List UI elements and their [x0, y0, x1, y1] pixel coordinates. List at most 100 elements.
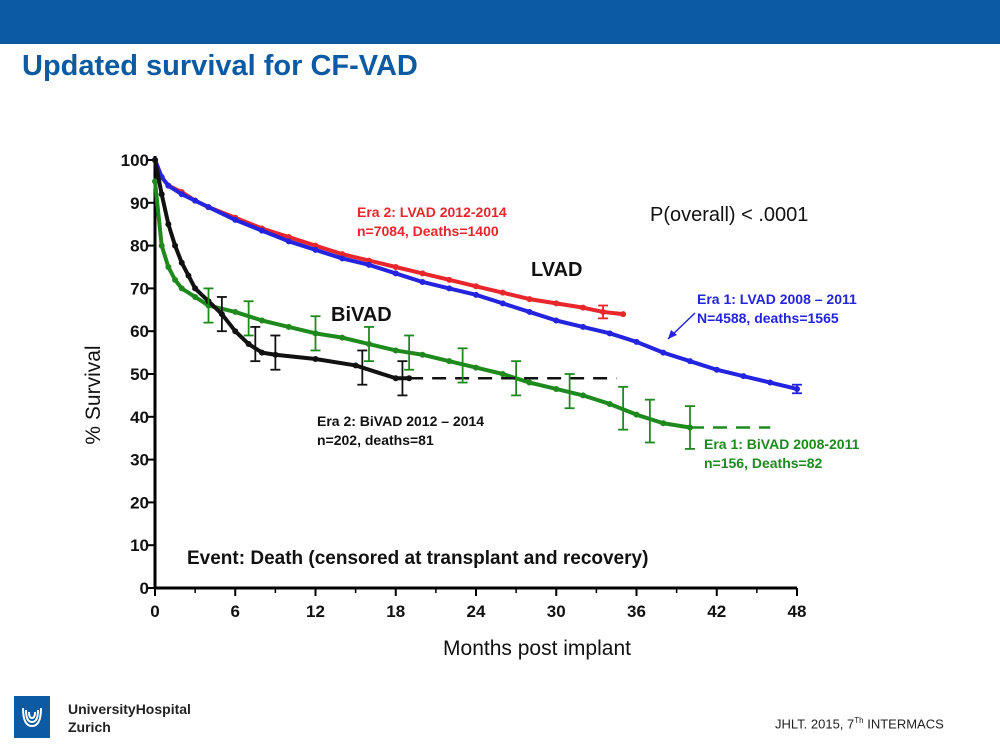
- y-tick-label: 100: [121, 151, 149, 170]
- series-point-3: [406, 375, 413, 382]
- series-point-2: [152, 178, 158, 185]
- series-point-0: [285, 234, 292, 241]
- logo-line1: UniversityHospital: [68, 701, 191, 717]
- citation-text: JHLT. 2015, 7: [775, 716, 855, 732]
- series-point-2: [660, 420, 667, 427]
- series-point-0: [419, 270, 426, 277]
- series-point-0: [446, 276, 453, 283]
- series-point-1: [178, 191, 185, 198]
- x-tick-label: 24: [467, 602, 486, 621]
- series-point-0: [312, 242, 319, 249]
- series-point-2: [446, 358, 453, 365]
- series-label-2: Era 1: BiVAD 2008-2011: [704, 436, 860, 452]
- series-point-1: [312, 246, 319, 253]
- series-point-0: [339, 251, 346, 258]
- series-point-2: [392, 347, 399, 354]
- series-point-0: [580, 304, 586, 311]
- series-point-0: [526, 296, 533, 303]
- y-tick-label: 60: [130, 322, 149, 341]
- x-tick-label: 36: [627, 602, 646, 621]
- series-point-2: [580, 392, 586, 399]
- x-tick-label: 18: [386, 602, 405, 621]
- series-point-3: [165, 221, 172, 228]
- y-tick-label: 40: [130, 408, 149, 427]
- university-hospital-logo-icon: [14, 696, 50, 738]
- series-point-2: [285, 323, 292, 330]
- series-point-2: [172, 276, 179, 283]
- series-point-2: [192, 293, 199, 300]
- series-point-2: [178, 285, 185, 292]
- series-point-1: [499, 300, 506, 307]
- series-label-1: Era 1: LVAD 2008 – 2011: [697, 291, 857, 307]
- survival-chart: 0 10 20 30 40 50 60 70 80 90 100 0 6 12 18 24 30 36 42 48 Mo…: [82, 151, 860, 660]
- series-point-3: [172, 242, 179, 249]
- y-axis-label: % Survival: [82, 345, 105, 444]
- series-point-3: [152, 157, 158, 163]
- series-point-0: [553, 300, 560, 307]
- series-point-1: [232, 216, 239, 223]
- y-tick-label: 70: [130, 279, 149, 298]
- series-point-2: [158, 242, 165, 249]
- y-tick-label: 80: [130, 237, 149, 256]
- series-point-2: [339, 334, 346, 341]
- series-label-0: Era 2: LVAD 2012-2014: [357, 204, 507, 220]
- series-point-0: [620, 311, 627, 318]
- logo-text: UniversityHospital Zurich: [68, 700, 191, 736]
- series-point-1: [553, 317, 560, 324]
- series-label-3: n=202, deaths=81: [317, 432, 434, 448]
- series-point-3: [392, 375, 399, 382]
- series-point-2: [606, 400, 613, 407]
- series-point-1: [526, 308, 533, 315]
- series-point-1: [165, 182, 172, 189]
- series-point-2: [633, 411, 640, 418]
- series-point-0: [366, 257, 372, 264]
- series-point-3: [185, 272, 192, 279]
- series-point-3: [178, 259, 185, 266]
- x-tick-label: 12: [306, 602, 325, 621]
- series-point-2: [553, 385, 560, 392]
- series-point-1: [606, 330, 613, 337]
- series-line-1: [153, 159, 798, 391]
- series-point-1: [419, 278, 426, 285]
- y-tick-label: 10: [130, 536, 149, 555]
- series-point-1: [740, 373, 747, 380]
- lvad-group-label: LVAD: [531, 259, 582, 281]
- series-point-2: [259, 317, 265, 324]
- x-axis-label: Months post implant: [443, 637, 631, 660]
- series-point-2: [232, 308, 239, 315]
- logo-line2: Zurich: [68, 719, 111, 735]
- series-point-1: [473, 291, 479, 298]
- series-point-1: [687, 358, 693, 365]
- series-point-1: [259, 227, 265, 234]
- series-point-0: [392, 264, 399, 270]
- series-point-1: [392, 270, 399, 277]
- series-point-3: [232, 328, 239, 335]
- x-tick-label: 0: [150, 602, 159, 621]
- citation-source: INTERMACS: [863, 716, 944, 732]
- series-point-3: [192, 285, 199, 292]
- series-point-2: [165, 264, 172, 270]
- series-point-3: [245, 341, 252, 348]
- series-point-3: [259, 349, 265, 356]
- slide-title: Updated survival for CF-VAD: [22, 50, 418, 82]
- series-label-1: N=4588, deaths=1565: [697, 310, 839, 326]
- series-point-0: [499, 289, 506, 296]
- header-bar: [0, 0, 1000, 44]
- series-label-2: n=156, Deaths=82: [704, 455, 823, 471]
- y-tick-label: 50: [130, 365, 149, 384]
- series-point-3: [158, 191, 165, 198]
- series-point-1: [580, 323, 586, 330]
- series-point-1: [660, 349, 667, 356]
- series-label-3: Era 2: BiVAD 2012 – 2014: [317, 413, 484, 429]
- x-tick-label: 48: [788, 602, 807, 621]
- y-tick-label: 20: [130, 493, 149, 512]
- y-tick-label: 90: [130, 194, 149, 213]
- series-point-1: [285, 238, 292, 245]
- series-point-1: [713, 366, 720, 373]
- series-point-1: [366, 261, 372, 268]
- y-tick-label: 0: [140, 579, 149, 598]
- series-label-0: n=7084, Deaths=1400: [357, 223, 499, 239]
- citation: JHLT. 2015, 7Th INTERMACS: [775, 716, 944, 731]
- series-point-1: [205, 204, 212, 211]
- series-point-2: [499, 371, 506, 377]
